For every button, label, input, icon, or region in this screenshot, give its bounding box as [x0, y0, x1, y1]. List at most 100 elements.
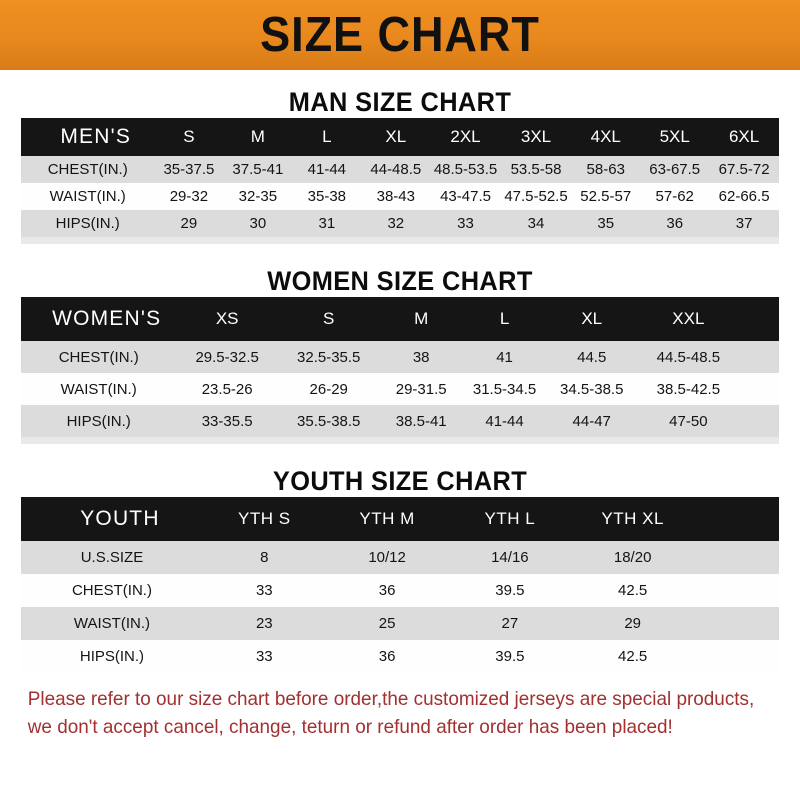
youth-chest-s: 33 — [202, 574, 326, 607]
banner: SIZE CHART — [0, 0, 800, 70]
man-hips-4xl: 35 — [571, 210, 641, 237]
youth-hips-s: 33 — [202, 640, 326, 673]
man-row-label-waist: WAIST(IN.) — [21, 183, 155, 210]
youth-ussize-xl: 18/20 — [571, 541, 695, 574]
man-table-row: CHEST(IN.) 35-37.5 37.5-41 41-44 44-48.5… — [21, 156, 779, 183]
youth-header-spacer — [694, 497, 779, 541]
man-chest-s: 35-37.5 — [154, 156, 224, 183]
man-col-header-2xl: 2XL — [430, 118, 501, 156]
youth-table-row: WAIST(IN.) 23 25 27 29 — [21, 607, 779, 640]
women-table-row: WAIST(IN.) 23.5-26 26-29 29-31.5 31.5-34… — [21, 373, 779, 405]
man-chest-4xl: 58-63 — [571, 156, 641, 183]
man-chest-2xl: 48.5-53.5 — [430, 156, 501, 183]
man-table-bottom-strip — [21, 237, 779, 244]
man-waist-6xl: 62-66.5 — [709, 183, 779, 210]
man-col-header-5xl: 5XL — [640, 118, 710, 156]
youth-waist-l: 27 — [448, 607, 572, 640]
man-table-row: HIPS(IN.) 29 30 31 32 33 34 35 36 37 — [21, 210, 779, 237]
man-waist-3xl: 47.5-52.5 — [500, 183, 572, 210]
man-size-table: MEN'S S M L XL 2XL 3XL 4XL 5XL 6XL CHEST… — [21, 118, 779, 244]
women-row-spacer — [739, 405, 779, 437]
women-waist-m: 29-31.5 — [379, 373, 463, 405]
youth-size-table-wrap: YOUTH YTH S YTH M YTH L YTH XL U.S.SIZE … — [21, 497, 779, 673]
women-waist-xl: 34.5-38.5 — [546, 373, 638, 405]
man-hips-l: 31 — [292, 210, 362, 237]
banner-title: SIZE CHART — [260, 7, 540, 62]
women-hips-l: 41-44 — [462, 405, 547, 437]
women-chest-xxl: 44.5-48.5 — [637, 341, 740, 373]
youth-hips-xl: 42.5 — [571, 640, 695, 673]
women-section-title: WOMEN SIZE CHART — [267, 266, 533, 296]
man-hips-3xl: 34 — [500, 210, 572, 237]
youth-col-header-m: YTH M — [325, 497, 449, 541]
man-chest-3xl: 53.5-58 — [500, 156, 572, 183]
women-size-table-wrap: WOMEN'S XS S M L XL XXL CHEST(IN.) 29.5-… — [21, 297, 779, 444]
youth-size-table: YOUTH YTH S YTH M YTH L YTH XL U.S.SIZE … — [21, 497, 779, 673]
youth-hips-m: 36 — [325, 640, 449, 673]
women-table-row: HIPS(IN.) 33-35.5 35.5-38.5 38.5-41 41-4… — [21, 405, 779, 437]
youth-ussize-l: 14/16 — [448, 541, 572, 574]
man-hips-2xl: 33 — [430, 210, 501, 237]
man-col-header-m: M — [223, 118, 293, 156]
youth-row-spacer — [694, 574, 779, 607]
women-waist-s: 26-29 — [277, 373, 380, 405]
women-col-header-m: M — [379, 297, 463, 341]
youth-header-label: YOUTH — [21, 497, 203, 541]
man-hips-6xl: 37 — [709, 210, 779, 237]
youth-chest-l: 39.5 — [448, 574, 572, 607]
women-hips-xs: 33-35.5 — [176, 405, 278, 437]
women-chest-xs: 29.5-32.5 — [176, 341, 278, 373]
women-chest-xl: 44.5 — [546, 341, 638, 373]
man-hips-xl: 32 — [361, 210, 431, 237]
youth-section-title: YOUTH SIZE CHART — [272, 466, 528, 496]
man-size-table-wrap: MEN'S S M L XL 2XL 3XL 4XL 5XL 6XL CHEST… — [21, 118, 779, 244]
man-col-header-4xl: 4XL — [571, 118, 641, 156]
footer-line-1: Please refer to our size chart before or… — [27, 688, 755, 710]
youth-row-label-hips: HIPS(IN.) — [21, 640, 203, 673]
man-chest-5xl: 63-67.5 — [640, 156, 710, 183]
youth-row-label-us-size: U.S.SIZE — [21, 541, 203, 574]
women-col-header-l: L — [462, 297, 547, 341]
man-waist-2xl: 43-47.5 — [430, 183, 501, 210]
man-hips-m: 30 — [223, 210, 293, 237]
man-col-header-3xl: 3XL — [500, 118, 572, 156]
women-header-label: WOMEN'S — [21, 297, 177, 341]
man-hips-5xl: 36 — [640, 210, 710, 237]
women-waist-xxl: 38.5-42.5 — [637, 373, 740, 405]
man-chest-l: 41-44 — [292, 156, 362, 183]
man-waist-4xl: 52.5-57 — [571, 183, 641, 210]
man-table-row: WAIST(IN.) 29-32 32-35 35-38 38-43 43-47… — [21, 183, 779, 210]
women-col-header-xs: XS — [176, 297, 278, 341]
youth-chest-xl: 42.5 — [571, 574, 695, 607]
women-size-table: WOMEN'S XS S M L XL XXL CHEST(IN.) 29.5-… — [21, 297, 779, 444]
youth-col-header-s: YTH S — [202, 497, 326, 541]
women-col-header-s: S — [277, 297, 380, 341]
women-hips-xxl: 47-50 — [637, 405, 740, 437]
man-row-label-hips: HIPS(IN.) — [21, 210, 155, 237]
youth-waist-m: 25 — [325, 607, 449, 640]
youth-table-row: CHEST(IN.) 33 36 39.5 42.5 — [21, 574, 779, 607]
youth-table-row: HIPS(IN.) 33 36 39.5 42.5 — [21, 640, 779, 673]
women-header-spacer — [739, 297, 779, 341]
women-col-header-xl: XL — [546, 297, 638, 341]
footer-line-2: we don't accept cancel, change, teturn o… — [27, 716, 673, 739]
youth-row-spacer — [694, 607, 779, 640]
man-hips-s: 29 — [154, 210, 224, 237]
man-chest-6xl: 67.5-72 — [709, 156, 779, 183]
man-table-header-row: MEN'S S M L XL 2XL 3XL 4XL 5XL 6XL — [21, 118, 779, 156]
man-waist-xl: 38-43 — [361, 183, 431, 210]
man-col-header-s: S — [154, 118, 224, 156]
youth-row-spacer — [694, 541, 779, 574]
youth-table-header-row: YOUTH YTH S YTH M YTH L YTH XL — [21, 497, 779, 541]
man-waist-s: 29-32 — [154, 183, 224, 210]
youth-waist-s: 23 — [202, 607, 326, 640]
women-hips-xl: 44-47 — [546, 405, 638, 437]
women-table-bottom-strip — [21, 437, 779, 444]
women-row-spacer — [739, 373, 779, 405]
youth-row-label-waist: WAIST(IN.) — [21, 607, 203, 640]
women-waist-l: 31.5-34.5 — [462, 373, 547, 405]
man-waist-l: 35-38 — [292, 183, 362, 210]
women-row-label-chest: CHEST(IN.) — [21, 341, 177, 373]
youth-ussize-m: 10/12 — [325, 541, 449, 574]
